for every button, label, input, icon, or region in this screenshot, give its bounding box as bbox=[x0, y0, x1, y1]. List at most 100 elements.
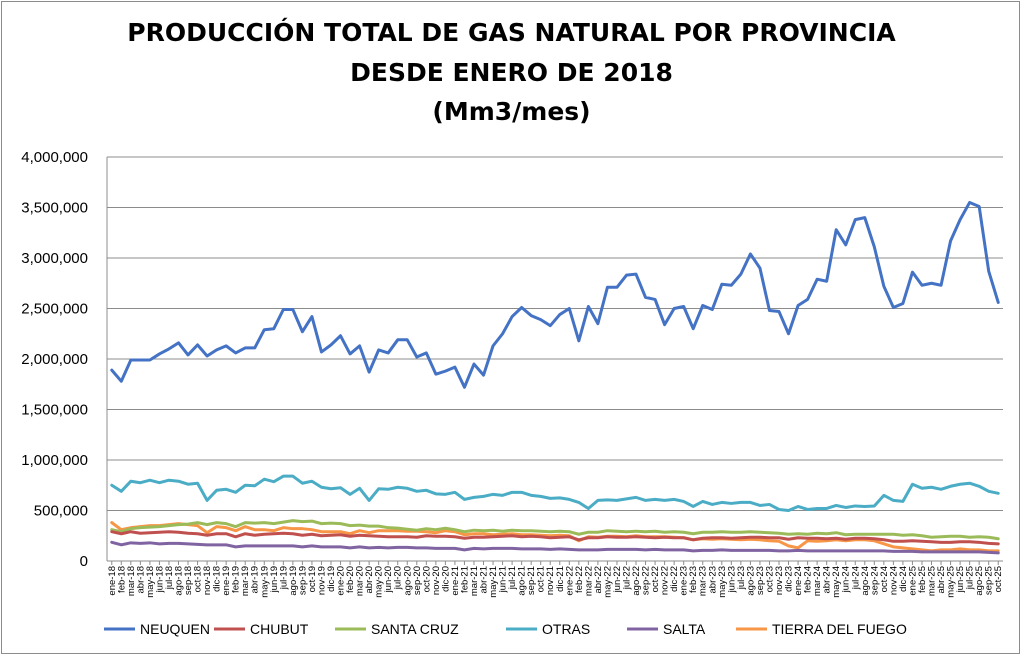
y-tick-label: 500,000 bbox=[34, 503, 88, 520]
x-tick-label: abr-24 bbox=[822, 566, 833, 593]
x-tick-label: dic-19 bbox=[326, 566, 337, 592]
x-tick-label: jul-19 bbox=[278, 566, 289, 590]
x-tick-label: jul-20 bbox=[393, 566, 404, 590]
y-tick-label: 2,500,000 bbox=[21, 301, 88, 318]
x-tick-label: feb-21 bbox=[459, 566, 470, 593]
x-tick-label: abr-25 bbox=[936, 566, 947, 593]
x-tick-label: sep-22 bbox=[641, 566, 652, 595]
x-tick-label: dic-20 bbox=[440, 566, 451, 592]
x-tick-label: jun-20 bbox=[383, 566, 394, 593]
x-tick-label: sep-18 bbox=[183, 566, 194, 595]
x-tick-label: ene-20 bbox=[336, 566, 347, 596]
x-tick-label: may-20 bbox=[374, 566, 385, 598]
x-tick-label: jul-25 bbox=[965, 566, 976, 590]
x-axis: ene-18feb-18mar-18abr-18may-18jun-18jul-… bbox=[107, 560, 1004, 598]
x-tick-label: ago-21 bbox=[517, 566, 528, 596]
x-tick-label: ene-25 bbox=[907, 566, 918, 596]
x-tick-label: abr-22 bbox=[593, 566, 604, 593]
x-tick-label: oct-23 bbox=[764, 566, 775, 592]
y-tick-label: 1,500,000 bbox=[21, 402, 88, 419]
x-tick-label: mar-19 bbox=[240, 566, 251, 596]
x-tick-label: ago-20 bbox=[402, 566, 413, 596]
x-tick-label: may-25 bbox=[946, 566, 957, 598]
x-tick-label: oct-21 bbox=[536, 566, 547, 592]
x-tick-label: ago-23 bbox=[745, 566, 756, 596]
legend-label: TIERRA DEL FUEGO bbox=[772, 621, 907, 637]
x-tick-label: ago-25 bbox=[974, 566, 985, 596]
x-tick-label: may-19 bbox=[259, 566, 270, 598]
x-tick-label: dic-21 bbox=[555, 566, 566, 592]
x-tick-label: jul-18 bbox=[164, 566, 175, 590]
gridlines bbox=[107, 156, 1003, 562]
x-tick-label: oct-25 bbox=[993, 566, 1004, 592]
x-tick-label: jun-23 bbox=[726, 566, 737, 593]
x-tick-label: may-22 bbox=[602, 566, 613, 598]
x-tick-label: feb-24 bbox=[803, 566, 814, 593]
x-tick-label: may-24 bbox=[831, 566, 842, 598]
x-tick-label: jun-24 bbox=[841, 566, 852, 593]
x-tick-label: may-23 bbox=[717, 566, 728, 598]
x-tick-label: ene-24 bbox=[793, 566, 804, 596]
x-tick-label: feb-18 bbox=[116, 566, 127, 593]
x-tick-label: mar-18 bbox=[126, 566, 137, 596]
x-tick-label: dic-22 bbox=[669, 566, 680, 592]
series-line-salta bbox=[110, 540, 1000, 555]
x-tick-label: may-21 bbox=[488, 566, 499, 598]
x-tick-label: sep-19 bbox=[297, 566, 308, 595]
x-tick-label: abr-23 bbox=[707, 566, 718, 593]
x-tick-label: dic-23 bbox=[784, 566, 795, 592]
x-tick-label: ene-22 bbox=[564, 566, 575, 596]
x-tick-label: jul-24 bbox=[850, 566, 861, 590]
x-tick-label: sep-25 bbox=[984, 566, 995, 595]
x-tick-label: mar-22 bbox=[583, 566, 594, 596]
y-tick-label: 0 bbox=[80, 553, 88, 570]
y-tick-label: 3,500,000 bbox=[21, 200, 88, 217]
x-tick-label: ene-18 bbox=[107, 566, 118, 596]
series-line-santa-cruz bbox=[110, 519, 1000, 541]
x-tick-label: mar-24 bbox=[812, 566, 823, 596]
x-tick-label: oct-24 bbox=[879, 566, 890, 592]
chart-subtitle: DESDE ENERO DE 2018 bbox=[350, 58, 673, 87]
x-tick-label: abr-18 bbox=[135, 566, 146, 593]
chart-unit: (Mm3/mes) bbox=[432, 97, 591, 126]
x-tick-label: oct-20 bbox=[421, 566, 432, 592]
series-lines bbox=[110, 200, 1000, 555]
series-line-chubut bbox=[110, 530, 1000, 546]
x-tick-label: oct-22 bbox=[650, 566, 661, 592]
legend-label: OTRAS bbox=[542, 621, 590, 637]
x-tick-label: ene-21 bbox=[450, 566, 461, 596]
x-tick-label: feb-20 bbox=[345, 566, 356, 593]
x-tick-label: feb-19 bbox=[231, 566, 242, 593]
x-tick-label: jun-21 bbox=[498, 566, 509, 593]
x-tick-label: jul-23 bbox=[736, 566, 747, 590]
x-tick-label: sep-23 bbox=[755, 566, 766, 595]
x-tick-label: abr-19 bbox=[250, 566, 261, 593]
x-tick-label: jun-25 bbox=[955, 566, 966, 593]
legend-label: NEUQUEN bbox=[140, 621, 210, 637]
x-tick-label: sep-24 bbox=[869, 566, 880, 595]
x-tick-label: nov-19 bbox=[316, 566, 327, 595]
y-tick-label: 2,000,000 bbox=[21, 351, 88, 368]
x-tick-label: nov-20 bbox=[431, 566, 442, 595]
x-tick-label: nov-22 bbox=[660, 566, 671, 595]
x-tick-label: dic-24 bbox=[898, 566, 909, 592]
x-tick-label: abr-20 bbox=[364, 566, 375, 593]
x-tick-label: jun-19 bbox=[269, 566, 280, 593]
legend: NEUQUEN CHUBUT SANTA CRUZ OTRAS SALTA TIERRA … bbox=[104, 621, 907, 637]
x-tick-label: ago-19 bbox=[288, 566, 299, 596]
x-tick-label: ago-24 bbox=[860, 566, 871, 596]
x-tick-label: jul-22 bbox=[621, 566, 632, 590]
legend-label: SANTA CRUZ bbox=[371, 621, 459, 637]
x-tick-label: nov-24 bbox=[888, 566, 899, 595]
x-tick-label: ago-18 bbox=[173, 566, 184, 596]
x-tick-label: ene-23 bbox=[679, 566, 690, 596]
x-tick-label: may-18 bbox=[145, 566, 156, 598]
x-tick-label: feb-23 bbox=[688, 566, 699, 593]
x-tick-label: nov-21 bbox=[545, 566, 556, 595]
legend-label: SALTA bbox=[663, 621, 706, 637]
series-line-otras bbox=[110, 474, 1000, 512]
x-tick-label: ene-19 bbox=[221, 566, 232, 596]
x-tick-label: mar-25 bbox=[927, 566, 938, 596]
